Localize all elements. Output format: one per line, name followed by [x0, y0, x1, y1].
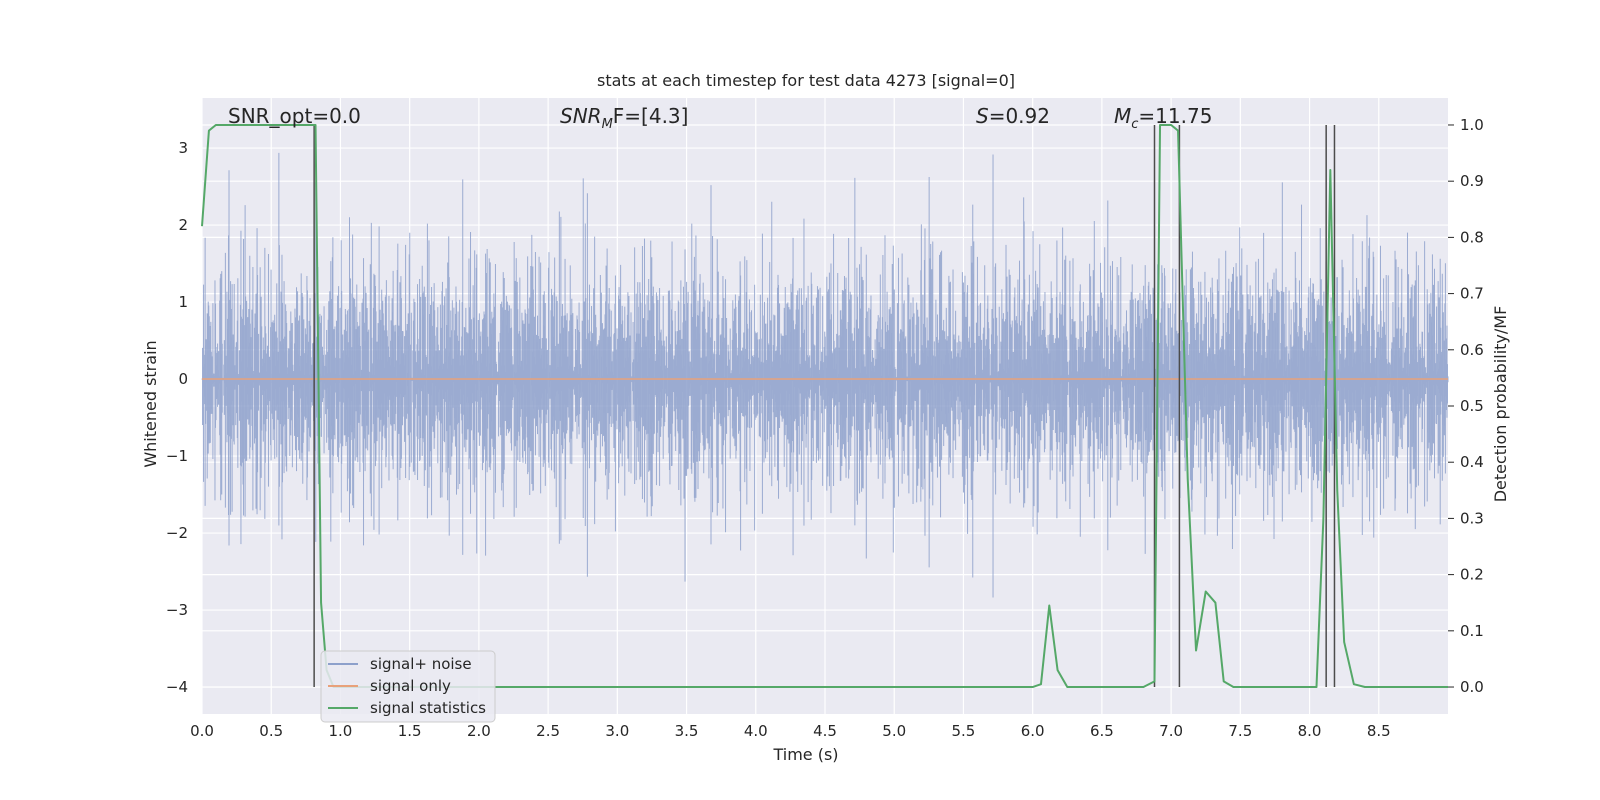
- x-tick-label: 5.0: [882, 722, 906, 740]
- legend-label-signal-statistics: signal statistics: [370, 699, 486, 717]
- y-left-tick-label: 3: [178, 139, 188, 157]
- x-tick-label: 7.0: [1159, 722, 1183, 740]
- y-left-tick-label: −3: [166, 601, 188, 619]
- y-left-tick-label: −4: [166, 678, 188, 696]
- mc-annotation: Mc=11.75: [1114, 104, 1212, 132]
- mc-rest: =11.75: [1138, 104, 1212, 128]
- x-tick-label: 6.5: [1090, 722, 1114, 740]
- y-left-tick-label: 2: [178, 216, 188, 234]
- y-right-tick-label: 0.1: [1460, 622, 1484, 640]
- legend-box: [320, 650, 496, 723]
- y-right-axis-ticks: 1.0 0.9 0.8 0.7 0.6 0.5 0.4 0.3 0.2 0.1 0.0: [1448, 116, 1484, 696]
- s-rest: =0.92: [989, 104, 1050, 128]
- y-right-tick-label: 0.8: [1460, 228, 1484, 246]
- mc-subscript: c: [1131, 117, 1138, 132]
- x-tick-label: 0.0: [190, 722, 214, 740]
- y-right-tick-label: 0.5: [1460, 397, 1484, 415]
- x-tick-label: 4.5: [813, 722, 837, 740]
- legend-label-signal-only: signal only: [370, 677, 451, 695]
- chart-title: stats at each timestep for test data 427…: [597, 71, 1015, 90]
- y-right-tick-label: 0.9: [1460, 172, 1484, 190]
- y-right-tick-label: 0.6: [1460, 341, 1484, 359]
- x-tick-label: 3.0: [605, 722, 629, 740]
- y-right-tick-label: 0.3: [1460, 509, 1484, 527]
- x-tick-label: 2.0: [467, 722, 491, 740]
- signal-statistics-series: [201, 123, 1448, 689]
- x-tick-label: 5.5: [952, 722, 976, 740]
- y-left-tick-label: 1: [178, 293, 188, 311]
- x-axis-label: Time (s): [772, 745, 838, 764]
- y-left-tick-label: 0: [178, 370, 188, 388]
- snr-opt-annotation: SNR_opt=0.0: [228, 104, 361, 128]
- snr-mf-annotation: SNRMF=[4.3]: [560, 104, 688, 132]
- x-tick-label: 8.0: [1298, 722, 1322, 740]
- x-axis-ticks: 0.0 0.5 1.0 1.5 2.0 2.5 3.0 3.5 4.0 4.5 5.0 5.5 6.0 6…: [190, 722, 1391, 740]
- legend-label-signal-noise: signal+ noise: [370, 655, 472, 673]
- mc-name: M: [1114, 104, 1131, 128]
- x-tick-label: 2.5: [536, 722, 560, 740]
- y-right-tick-label: 1.0: [1460, 116, 1484, 134]
- y-left-tick-label: −1: [166, 447, 188, 465]
- x-tick-label: 3.5: [675, 722, 699, 740]
- s-name: S: [976, 104, 989, 128]
- y-right-tick-label: 0.0: [1460, 678, 1484, 696]
- signal-statistics-line: [201, 123, 1448, 689]
- x-tick-label: 1.0: [329, 722, 353, 740]
- s-annotation: S=0.92: [976, 104, 1050, 128]
- x-tick-label: 4.0: [744, 722, 768, 740]
- snr-mf-name: SNR: [560, 104, 602, 128]
- x-tick-label: 6.0: [1021, 722, 1045, 740]
- snr-mf-rest: F=[4.3]: [613, 104, 689, 128]
- x-tick-label: 8.5: [1367, 722, 1391, 740]
- y-right-tick-label: 0.2: [1460, 566, 1484, 584]
- y-right-axis-label: Detection probability/MF: [1491, 306, 1510, 503]
- legend: signal+ noise signal only signal statist…: [320, 650, 496, 723]
- x-tick-label: 1.5: [398, 722, 422, 740]
- y-right-tick-label: 0.4: [1460, 453, 1484, 471]
- x-tick-label: 7.5: [1228, 722, 1252, 740]
- y-left-tick-label: −2: [166, 524, 188, 542]
- x-tick-label: 0.5: [259, 722, 283, 740]
- y-left-axis-label: Whitened strain: [141, 340, 160, 467]
- y-left-axis-ticks: 3 2 1 0 −1 −2 −3 −4: [166, 139, 188, 696]
- y-right-tick-label: 0.7: [1460, 285, 1484, 303]
- snr-mf-subscript: M: [602, 117, 613, 132]
